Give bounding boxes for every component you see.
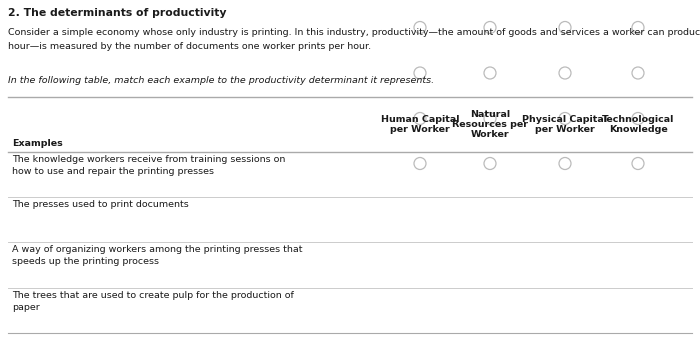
Text: In the following table, match each example to the productivity determinant it re: In the following table, match each examp… <box>8 76 434 85</box>
Text: Physical Capital
per Worker: Physical Capital per Worker <box>522 115 608 134</box>
Text: Technological
Knowledge: Technological Knowledge <box>602 115 674 134</box>
Text: Natural
Resources per
Worker: Natural Resources per Worker <box>452 110 528 139</box>
Text: Consider a simple economy whose only industry is printing. In this industry, pro: Consider a simple economy whose only ind… <box>8 28 700 37</box>
Text: The presses used to print documents: The presses used to print documents <box>12 200 189 209</box>
Text: The trees that are used to create pulp for the production of
paper: The trees that are used to create pulp f… <box>12 291 294 313</box>
Text: hour—is measured by the number of documents one worker prints per hour.: hour—is measured by the number of docume… <box>8 42 371 51</box>
Text: The knowledge workers receive from training sessions on
how to use and repair th: The knowledge workers receive from train… <box>12 155 286 176</box>
Text: 2. The determinants of productivity: 2. The determinants of productivity <box>8 8 227 18</box>
Text: Human Capital
per Worker: Human Capital per Worker <box>381 115 459 134</box>
Text: Examples: Examples <box>12 139 63 148</box>
Text: A way of organizing workers among the printing presses that
speeds up the printi: A way of organizing workers among the pr… <box>12 245 302 266</box>
